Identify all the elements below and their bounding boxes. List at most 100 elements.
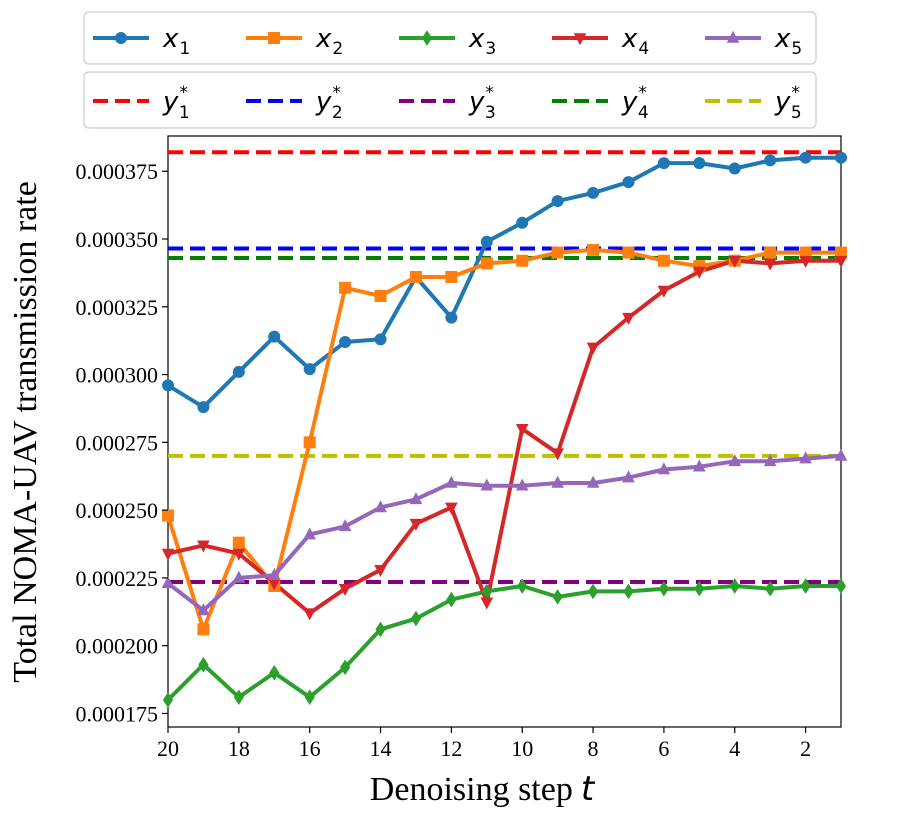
legend-marker: [726, 30, 740, 43]
point-x5: [197, 603, 210, 616]
legend-series: x1 x2 x3 x4 x5: [83, 11, 817, 65]
x-tick-label: 10: [511, 736, 533, 761]
point-x1: [303, 363, 316, 376]
legend-label: x5: [774, 24, 802, 59]
point-x3: [587, 583, 599, 600]
x-tick-label: 8: [588, 736, 599, 761]
point-x4: [338, 583, 352, 596]
legend-label: y* 2: [315, 83, 343, 123]
point-x2: [303, 436, 316, 449]
series-lines: [166, 155, 842, 702]
x-tick-label: 16: [299, 736, 321, 761]
y-tick-label: 0.000300: [76, 363, 159, 388]
point-x3: [729, 578, 740, 594]
point-x4: [409, 518, 423, 531]
point-x5: [232, 570, 246, 583]
point-x4: [161, 548, 175, 561]
series-line-x4: [167, 258, 841, 616]
y-tick-label: 0.000325: [76, 295, 159, 320]
series-line-x3: [166, 584, 841, 702]
point-x3: [800, 578, 811, 594]
point-x2: [587, 243, 600, 256]
point-x2: [551, 246, 564, 259]
point-x3: [233, 689, 244, 705]
x-tick-label: 4: [729, 736, 740, 761]
point-x5: [622, 470, 635, 483]
point-x5: [480, 478, 494, 491]
point-x4: [728, 255, 742, 268]
point-x2: [339, 281, 352, 294]
point-x1: [374, 333, 387, 346]
series-line-x1: [166, 155, 841, 410]
legend-label: y* 4: [621, 83, 649, 123]
point-x1: [657, 157, 670, 170]
y-tick-label: 0.000225: [76, 566, 159, 591]
plot-frame: [167, 135, 842, 728]
legend-label: x1: [162, 24, 190, 59]
point-x4: [693, 266, 706, 279]
point-x3: [623, 583, 634, 600]
y-tick-label: 0.000175: [76, 701, 159, 726]
point-x4: [267, 578, 281, 591]
point-x1: [339, 336, 352, 349]
point-x3: [517, 578, 528, 594]
point-x5: [303, 527, 316, 540]
point-x4: [763, 258, 777, 271]
point-x4: [515, 423, 529, 436]
point-x2: [764, 246, 777, 259]
legend-marker: [573, 33, 587, 46]
point-x4: [586, 342, 600, 355]
point-x1: [764, 154, 777, 167]
point-x1: [232, 365, 245, 378]
point-x5: [445, 475, 458, 488]
point-x1: [162, 379, 174, 392]
point-x4: [799, 255, 812, 268]
point-x5: [657, 462, 671, 475]
point-x4: [834, 255, 848, 268]
series-line-x5: [166, 453, 842, 613]
legend-marker: [115, 32, 127, 44]
point-x4: [622, 312, 635, 325]
point-x1: [622, 176, 635, 189]
point-x2: [409, 270, 422, 283]
point-x5: [834, 448, 848, 461]
point-x4: [197, 540, 210, 553]
y-axis: 0.000175 0.000200 0.000225 0.000250 0.000275…: [76, 159, 168, 726]
point-x5: [728, 454, 742, 467]
point-x3: [198, 656, 209, 673]
point-x2: [374, 289, 387, 302]
y-tick-label: 0.000275: [76, 430, 159, 455]
point-x4: [303, 608, 316, 621]
y-tick-label: 0.000200: [76, 634, 159, 659]
x-axis: 20 18 16 14 12 10 8 6 4 2: [157, 727, 811, 761]
point-x5: [515, 478, 529, 491]
point-x1: [551, 195, 564, 208]
point-x3: [446, 591, 457, 608]
y-axis-label: Total NOMA-UAV transmission rate: [7, 181, 44, 683]
point-x3: [552, 589, 563, 605]
x-tick-label: 12: [440, 736, 462, 761]
series-line-x2: [166, 247, 841, 632]
y-tick-label: 0.000375: [76, 159, 159, 184]
point-x5: [763, 454, 777, 467]
point-x3: [375, 621, 386, 638]
point-x3: [410, 610, 422, 627]
point-x2: [162, 509, 174, 522]
point-x3: [835, 578, 847, 594]
point-x3: [340, 659, 351, 676]
point-x2: [657, 254, 670, 267]
point-x1: [268, 330, 281, 343]
point-x1: [587, 186, 600, 199]
legend-marker: [268, 32, 280, 44]
x-tick-label: 14: [370, 736, 392, 761]
point-x3: [304, 689, 315, 705]
series-markers: [161, 151, 848, 708]
point-x5: [799, 451, 812, 464]
legend-label: y* 1: [162, 83, 190, 123]
point-x4: [480, 597, 494, 610]
point-x4: [551, 448, 564, 461]
point-x1: [445, 311, 458, 324]
point-x1: [480, 235, 493, 248]
point-x5: [338, 519, 352, 532]
